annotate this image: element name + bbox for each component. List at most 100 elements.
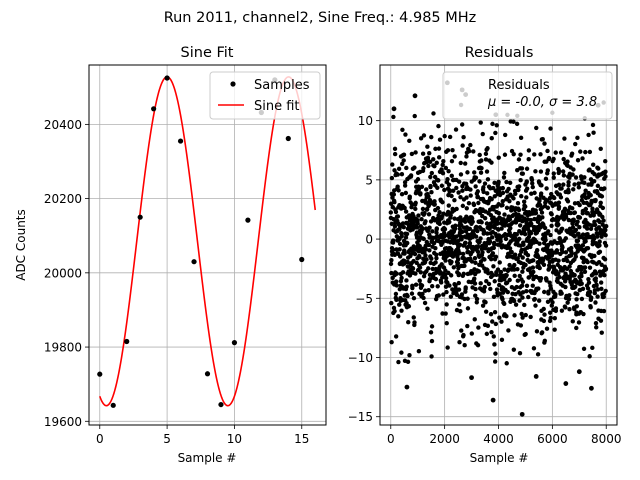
residual-point bbox=[391, 114, 396, 120]
residual-point bbox=[413, 282, 419, 287]
residual-point bbox=[492, 342, 497, 347]
sample-point bbox=[191, 259, 197, 265]
sine-fit-y-tick-label: 20400 bbox=[44, 118, 82, 132]
residual-point bbox=[434, 226, 439, 231]
residual-point bbox=[511, 151, 516, 157]
residual-point bbox=[450, 287, 455, 292]
residual-point bbox=[463, 285, 468, 290]
residual-point bbox=[483, 151, 489, 157]
residuals-x-tick-label: 6000 bbox=[537, 432, 568, 446]
residual-point bbox=[492, 180, 497, 186]
residuals-y-tick-label: 0 bbox=[365, 233, 373, 247]
residual-point bbox=[481, 229, 487, 234]
residual-outlier-point bbox=[533, 374, 539, 379]
residual-point bbox=[497, 260, 502, 265]
residual-point bbox=[484, 169, 490, 174]
residual-point bbox=[524, 166, 530, 171]
residual-point bbox=[528, 314, 533, 320]
residual-point bbox=[431, 157, 436, 162]
residual-point bbox=[592, 253, 597, 259]
residual-point bbox=[541, 318, 547, 324]
residual-point bbox=[521, 242, 526, 247]
residual-point bbox=[482, 181, 488, 186]
residual-point bbox=[407, 194, 412, 199]
sine-fit-title: Sine Fit bbox=[181, 45, 234, 61]
residual-point bbox=[456, 179, 462, 184]
residual-point bbox=[443, 284, 449, 289]
residual-outlier-point bbox=[589, 385, 594, 391]
residuals-legend-box bbox=[442, 71, 613, 120]
residual-point bbox=[426, 163, 431, 169]
residual-point bbox=[397, 241, 403, 247]
residual-point bbox=[397, 247, 402, 252]
residual-point bbox=[565, 159, 570, 164]
residual-point bbox=[490, 251, 496, 256]
residual-point bbox=[518, 135, 524, 141]
residual-point bbox=[601, 218, 606, 223]
residual-point bbox=[545, 205, 551, 210]
sine-fit-x-tick-label: 10 bbox=[227, 432, 242, 446]
residual-point bbox=[458, 172, 464, 177]
residual-point bbox=[599, 194, 605, 199]
residual-point bbox=[530, 265, 536, 270]
residual-point bbox=[396, 188, 401, 193]
residual-point bbox=[547, 265, 552, 270]
residual-point bbox=[588, 226, 594, 232]
residual-point bbox=[472, 317, 477, 322]
sine-fit-y-tick-label: 20200 bbox=[44, 192, 82, 206]
residual-point bbox=[475, 249, 481, 254]
residual-point bbox=[472, 170, 477, 175]
residual-point bbox=[435, 205, 441, 211]
residual-point bbox=[598, 146, 603, 151]
residuals-panel: Residuals 0 2000 4000 6000 8000 −15 −10 −5 0 5 10… bbox=[348, 45, 622, 465]
residual-point bbox=[572, 182, 577, 187]
residual-point bbox=[446, 270, 451, 276]
residual-point bbox=[500, 202, 505, 208]
residual-point bbox=[439, 262, 444, 267]
residual-point bbox=[549, 212, 554, 217]
residual-point bbox=[593, 320, 599, 326]
residual-point bbox=[417, 278, 422, 283]
residual-point bbox=[544, 186, 549, 191]
residual-point bbox=[562, 206, 568, 212]
residual-point bbox=[427, 225, 432, 230]
residual-point bbox=[519, 194, 524, 199]
sine-fit-y-tick-label: 19800 bbox=[44, 341, 82, 355]
residual-point bbox=[412, 113, 417, 119]
residual-point bbox=[407, 353, 412, 358]
residual-point bbox=[546, 155, 552, 161]
residual-point bbox=[421, 236, 426, 242]
residual-point bbox=[454, 206, 459, 212]
residual-point bbox=[570, 319, 575, 324]
residual-point bbox=[475, 189, 480, 194]
residual-point bbox=[491, 334, 496, 339]
residual-point bbox=[560, 249, 565, 255]
residual-point bbox=[586, 276, 591, 282]
residual-point bbox=[392, 168, 397, 173]
residual-point bbox=[448, 213, 453, 218]
residual-point bbox=[394, 271, 399, 276]
residual-point bbox=[401, 152, 407, 157]
residual-point bbox=[572, 210, 578, 215]
residual-point bbox=[451, 188, 456, 193]
residual-point bbox=[416, 213, 421, 218]
residual-point bbox=[513, 191, 518, 196]
residual-point bbox=[489, 136, 494, 141]
residual-point bbox=[570, 172, 575, 177]
residual-point bbox=[478, 120, 483, 125]
residual-point bbox=[549, 248, 554, 253]
residual-point bbox=[444, 320, 449, 326]
residual-point bbox=[483, 243, 489, 248]
residual-point bbox=[542, 141, 547, 146]
residual-point bbox=[508, 225, 513, 231]
residual-point bbox=[421, 273, 427, 279]
residual-point bbox=[389, 300, 394, 306]
residual-point bbox=[458, 308, 463, 314]
residual-point bbox=[402, 251, 407, 256]
residual-point bbox=[524, 179, 529, 184]
residual-point bbox=[402, 183, 408, 188]
residual-point bbox=[465, 323, 470, 329]
residual-point bbox=[500, 190, 506, 196]
residual-point bbox=[408, 173, 414, 178]
residual-point bbox=[425, 155, 431, 161]
